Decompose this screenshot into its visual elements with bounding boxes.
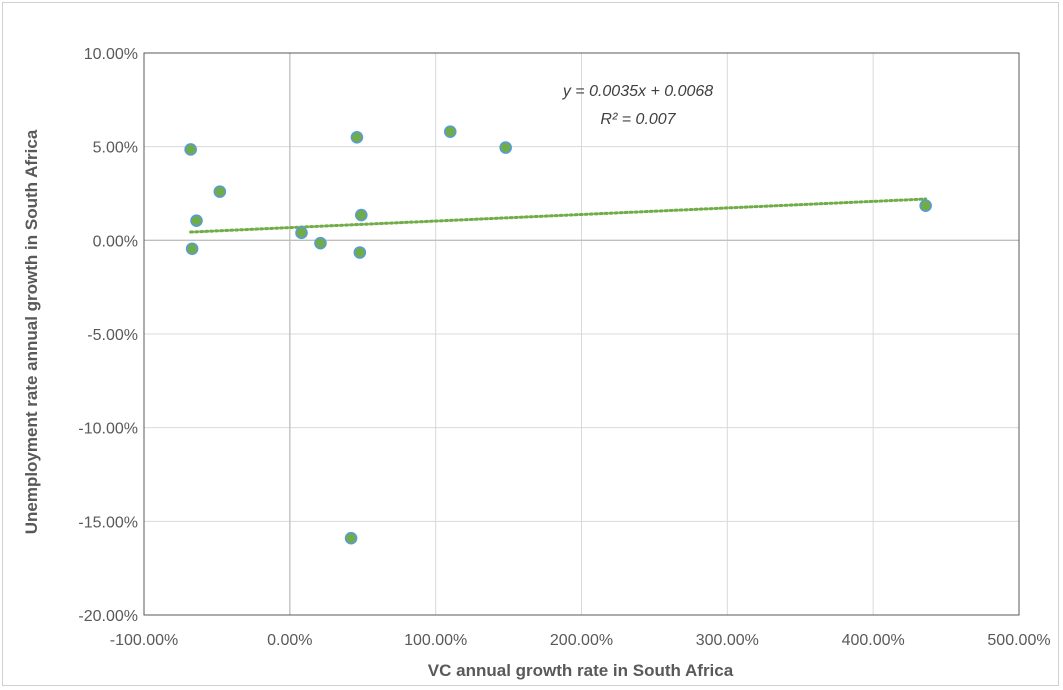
data-point [353,246,367,259]
scatter-chart: -100.00% 0.00% 100.00% 200.00% 300.00% 400.00… [22,46,1051,680]
trendline [189,197,928,234]
data-points [184,125,932,545]
y-tick-label: -10.00% [78,421,138,438]
x-tick-label: 200.00% [550,632,613,649]
x-tick-label: 500.00% [987,632,1050,649]
y-axis-title: Unemployment rate annual growth in South… [22,129,41,534]
x-tick-label: 400.00% [842,632,905,649]
x-axis-title: VC annual growth rate in South Africa [428,661,734,680]
data-point [344,531,358,545]
y-tick-label: 5.00% [93,140,138,157]
plot-area-border [143,52,1020,616]
y-tick-label: -20.00% [78,608,138,625]
trendline-r-squared: R² = 0.007 [600,111,676,128]
x-tick-label: 0.00% [267,632,312,649]
data-point [184,143,197,156]
x-tick-label: 300.00% [696,632,759,649]
trendline-equation: y = 0.0035x + 0.0068 [562,83,713,100]
data-point [190,214,203,227]
x-tick-label: -100.00% [110,632,179,649]
data-point [185,242,199,256]
x-tick-labels: -100.00% 0.00% 100.00% 200.00% 300.00% 400.00… [110,632,1051,649]
zero-axis-lines [144,53,1019,615]
data-point [314,236,327,250]
x-tick-label: 100.00% [404,632,467,649]
y-tick-label: 0.00% [93,233,138,250]
data-point [213,185,227,198]
data-point [443,125,457,138]
data-point [295,226,308,240]
y-tick-labels: -20.00% -15.00% -10.00% -5.00% 0.00% 5.00% 10.… [78,46,138,625]
data-point [354,208,368,222]
gridlines [143,52,1020,616]
data-point [919,199,932,212]
y-tick-label: -5.00% [87,327,138,344]
data-point [350,131,364,144]
data-point [499,141,512,154]
y-tick-label: 10.00% [84,46,138,63]
y-tick-label: -15.00% [78,514,138,531]
